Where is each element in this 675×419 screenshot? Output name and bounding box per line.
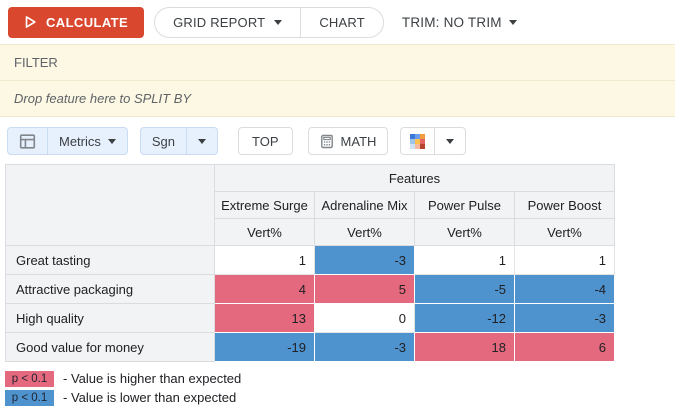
top-label: TOP [252, 133, 279, 149]
calculator-icon [320, 134, 334, 149]
legend-lower: p < 0.1 - Value is lower than expected [5, 388, 675, 407]
trim-label: TRIM: NO TRIM [401, 14, 502, 30]
table-row: High quality 13 0 -12 -3 [5, 303, 615, 333]
legend-lower-text: - Value is lower than expected [63, 390, 237, 405]
calculate-button[interactable]: CALCULATE [8, 6, 145, 38]
legend-higher-badge: p < 0.1 [5, 370, 54, 387]
legend-higher: p < 0.1 - Value is higher than expected [5, 369, 675, 388]
metrics-dropdown[interactable]: Metrics [47, 128, 127, 154]
table-row: Good value for money -19 -3 18 6 [5, 332, 615, 362]
grid-report-label: GRID REPORT [173, 14, 266, 30]
metric-header: Vert% [214, 218, 315, 246]
column-header: Power Pulse [414, 191, 515, 219]
play-icon [24, 15, 37, 29]
row-label: Good value for money [5, 332, 215, 362]
color-scheme-dropdown[interactable] [434, 128, 465, 154]
value-cell: -3 [514, 303, 615, 333]
value-cell: 1 [214, 245, 315, 275]
table-layout-icon [19, 133, 36, 150]
value-cell: -19 [214, 332, 315, 362]
value-cell: 0 [314, 303, 415, 333]
table-toolbar: Metrics Sgn TOP MATH [0, 127, 675, 155]
view-toggle: GRID REPORT CHART [154, 6, 384, 38]
table-layout-button[interactable] [8, 128, 47, 154]
trim-dropdown[interactable]: TRIM: NO TRIM [402, 15, 517, 30]
table-corner-cell [5, 164, 215, 246]
filter-drop-zone[interactable]: FILTER [0, 45, 675, 81]
value-cell: -3 [314, 245, 415, 275]
sgn-button[interactable]: Sgn [141, 128, 186, 154]
chevron-down-icon [274, 19, 283, 25]
metrics-button-group: Metrics [7, 127, 128, 155]
results-table: Features Extreme Surge Adrenaline Mix Po… [5, 164, 615, 362]
split-by-label: Drop feature here to SPLIT BY [14, 91, 192, 106]
legend-higher-text: - Value is higher than expected [63, 371, 242, 386]
chevron-down-icon [198, 138, 207, 144]
value-cell: 18 [414, 332, 515, 362]
drop-bands: FILTER Drop feature here to SPLIT BY [0, 44, 675, 117]
tab-chart[interactable]: CHART [300, 7, 383, 37]
calculate-label: CALCULATE [46, 14, 129, 30]
significance-legend: p < 0.1 - Value is higher than expected … [5, 369, 675, 407]
value-cell: -5 [414, 274, 515, 304]
sgn-label: Sgn [151, 133, 176, 149]
metrics-label: Metrics [59, 133, 101, 149]
chart-label: CHART [319, 14, 365, 30]
value-cell: 6 [514, 332, 615, 362]
sgn-button-group: Sgn [139, 127, 219, 155]
value-cell: 4 [214, 274, 315, 304]
row-label: Great tasting [5, 245, 215, 275]
column-header: Power Boost [514, 191, 615, 219]
color-scheme-button-group [400, 127, 467, 155]
math-button[interactable]: MATH [309, 128, 388, 154]
value-cell: -4 [514, 274, 615, 304]
metric-header: Vert% [314, 218, 415, 246]
chevron-down-icon [446, 138, 455, 144]
top-button-group: TOP [238, 127, 293, 155]
value-cell: 1 [414, 245, 515, 275]
value-cell: -3 [314, 332, 415, 362]
row-label: Attractive packaging [5, 274, 215, 304]
group-header: Features [214, 164, 615, 192]
legend-lower-badge: p < 0.1 [5, 389, 54, 406]
top-button[interactable]: TOP [239, 128, 292, 154]
chevron-down-icon [107, 138, 116, 144]
metric-header: Vert% [514, 218, 615, 246]
value-cell: -12 [414, 303, 515, 333]
math-button-group: MATH [307, 127, 389, 155]
value-cell: 5 [314, 274, 415, 304]
filter-label: FILTER [14, 55, 58, 70]
value-cell: 1 [514, 245, 615, 275]
value-cell: 13 [214, 303, 315, 333]
table-row: Great tasting 1 -3 1 1 [5, 245, 615, 275]
metric-header: Vert% [414, 218, 515, 246]
split-by-drop-zone[interactable]: Drop feature here to SPLIT BY [0, 81, 675, 117]
chevron-down-icon [508, 19, 517, 25]
color-scheme-button[interactable] [401, 128, 434, 154]
column-header: Extreme Surge [214, 191, 315, 219]
column-header: Adrenaline Mix [314, 191, 415, 219]
sgn-dropdown[interactable] [186, 128, 217, 154]
math-label: MATH [340, 133, 377, 149]
palette-icon [410, 133, 426, 149]
row-label: High quality [5, 303, 215, 333]
table-row: Attractive packaging 4 5 -5 -4 [5, 274, 615, 304]
top-toolbar: CALCULATE GRID REPORT CHART TRIM: NO TRI… [0, 0, 675, 44]
tab-grid-report[interactable]: GRID REPORT [155, 8, 300, 37]
